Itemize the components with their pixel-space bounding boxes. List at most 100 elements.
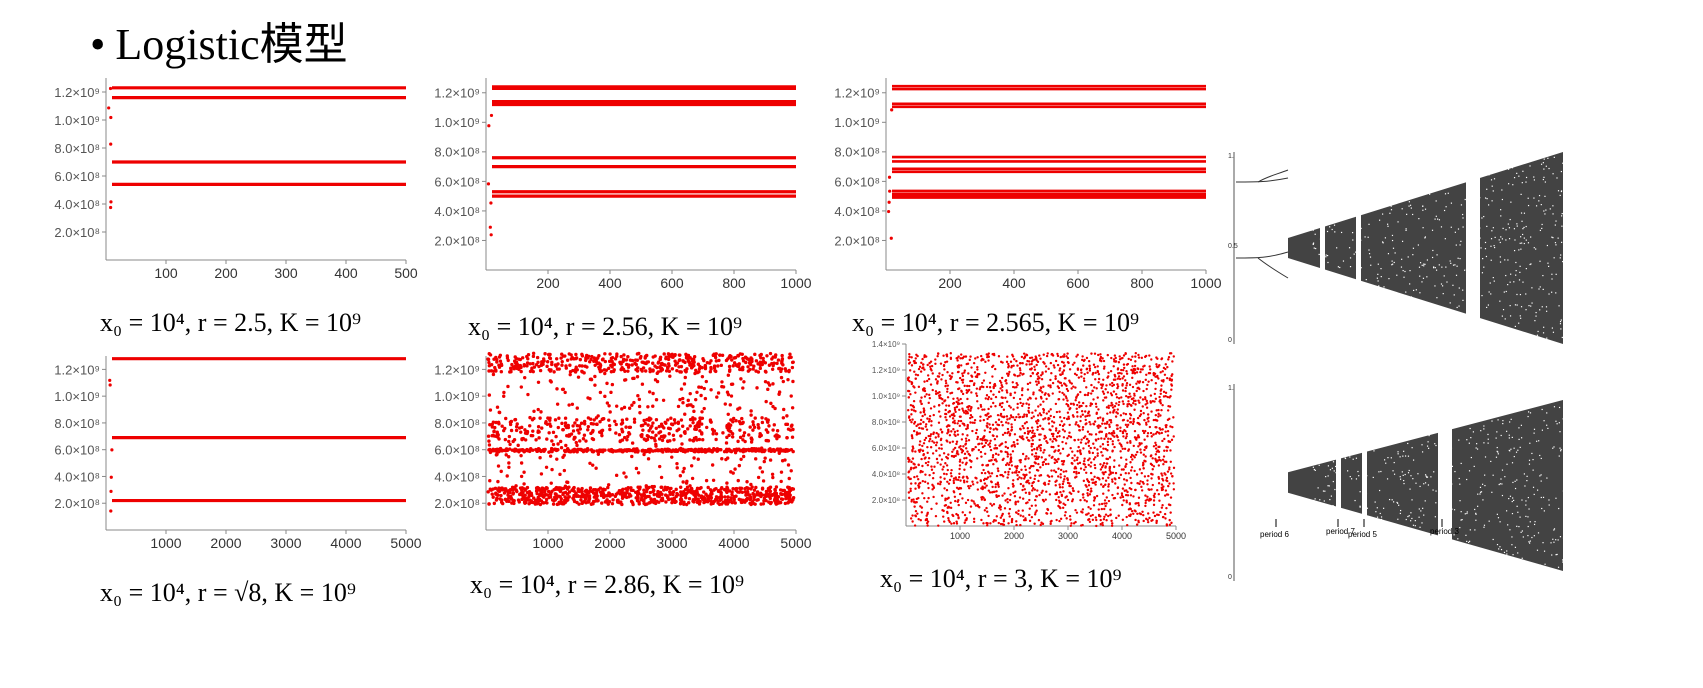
data-point bbox=[964, 437, 968, 440]
data-point bbox=[1052, 445, 1055, 449]
data-point bbox=[989, 439, 992, 443]
data-point bbox=[966, 434, 969, 437]
data-point bbox=[1016, 383, 1019, 387]
data-point bbox=[1007, 364, 1010, 368]
data-point bbox=[779, 375, 784, 380]
data-point bbox=[1022, 372, 1025, 376]
data-point bbox=[939, 415, 942, 418]
data-point bbox=[997, 521, 1000, 525]
data-point bbox=[887, 175, 892, 179]
data-point bbox=[1033, 434, 1037, 438]
data-point bbox=[1100, 451, 1103, 454]
data-point bbox=[556, 425, 560, 430]
data-point bbox=[1070, 522, 1073, 525]
data-point bbox=[617, 433, 622, 437]
data-point bbox=[1151, 468, 1154, 471]
data-point bbox=[1001, 424, 1004, 427]
data-point bbox=[514, 428, 519, 433]
data-point bbox=[1075, 458, 1079, 462]
data-point bbox=[983, 498, 987, 502]
data-point bbox=[595, 494, 599, 498]
data-point bbox=[627, 432, 632, 436]
data-point bbox=[647, 485, 651, 490]
data-point bbox=[934, 390, 938, 393]
data-point bbox=[966, 450, 969, 453]
data-point bbox=[1013, 358, 1016, 361]
data-point bbox=[1003, 431, 1007, 435]
x-tick-label: 2000 bbox=[1004, 531, 1024, 541]
data-point bbox=[947, 429, 950, 433]
data-point bbox=[730, 435, 735, 439]
data-point bbox=[1117, 403, 1120, 407]
data-point bbox=[1151, 473, 1154, 476]
data-point bbox=[1058, 390, 1061, 394]
data-point bbox=[931, 452, 935, 455]
data-point bbox=[1102, 367, 1106, 370]
data-point bbox=[917, 478, 920, 481]
data-point bbox=[954, 499, 957, 503]
data-point bbox=[1156, 375, 1159, 379]
data-point bbox=[662, 426, 666, 430]
data-point bbox=[1119, 473, 1123, 477]
data-point bbox=[520, 437, 524, 442]
data-point bbox=[919, 411, 922, 414]
data-point bbox=[602, 417, 606, 421]
data-point bbox=[494, 491, 498, 495]
data-point bbox=[1032, 391, 1035, 394]
data-point bbox=[1117, 476, 1121, 480]
data-point bbox=[620, 502, 624, 507]
data-point bbox=[727, 429, 731, 433]
data-point bbox=[1143, 448, 1146, 452]
data-point bbox=[768, 493, 773, 497]
data-point bbox=[657, 437, 662, 441]
data-point bbox=[1036, 428, 1039, 431]
data-point bbox=[632, 400, 636, 405]
data-point bbox=[1145, 517, 1148, 521]
data-point bbox=[730, 358, 734, 362]
data-point bbox=[1052, 421, 1056, 424]
data-point bbox=[1030, 504, 1034, 507]
data-point bbox=[1066, 481, 1070, 485]
data-point bbox=[1171, 475, 1174, 478]
data-point bbox=[1118, 371, 1121, 375]
data-point bbox=[907, 471, 910, 474]
data-point bbox=[924, 461, 928, 465]
data-point bbox=[1117, 375, 1121, 378]
data-point bbox=[1032, 415, 1035, 418]
data-point bbox=[926, 511, 929, 514]
data-point bbox=[575, 443, 579, 448]
data-point bbox=[1029, 429, 1032, 433]
data-point bbox=[1030, 449, 1034, 452]
data-point bbox=[575, 406, 579, 410]
data-point bbox=[1076, 449, 1079, 453]
data-point bbox=[1081, 413, 1084, 416]
data-point bbox=[1024, 457, 1027, 460]
data-point bbox=[935, 449, 938, 452]
data-point bbox=[777, 434, 781, 439]
data-point bbox=[1168, 482, 1171, 485]
data-point bbox=[1147, 416, 1150, 419]
data-point bbox=[1087, 391, 1090, 395]
data-point bbox=[683, 431, 687, 435]
data-point bbox=[525, 490, 530, 495]
data-point bbox=[1061, 447, 1065, 451]
data-point bbox=[1020, 468, 1023, 471]
data-point bbox=[944, 462, 947, 465]
data-point bbox=[1015, 381, 1018, 385]
data-point bbox=[953, 446, 957, 450]
data-point bbox=[1018, 415, 1022, 419]
data-point bbox=[487, 369, 491, 373]
data-point bbox=[911, 520, 914, 523]
data-point bbox=[1087, 359, 1091, 363]
data-point bbox=[786, 427, 791, 431]
data-point bbox=[1124, 394, 1128, 398]
data-point bbox=[943, 504, 947, 507]
data-point bbox=[535, 491, 539, 496]
data-point bbox=[1148, 499, 1152, 502]
data-point bbox=[1126, 423, 1130, 427]
data-point bbox=[1035, 359, 1038, 362]
data-point bbox=[672, 438, 676, 442]
data-point bbox=[918, 481, 922, 485]
data-point bbox=[615, 354, 619, 358]
data-point bbox=[1102, 471, 1105, 474]
